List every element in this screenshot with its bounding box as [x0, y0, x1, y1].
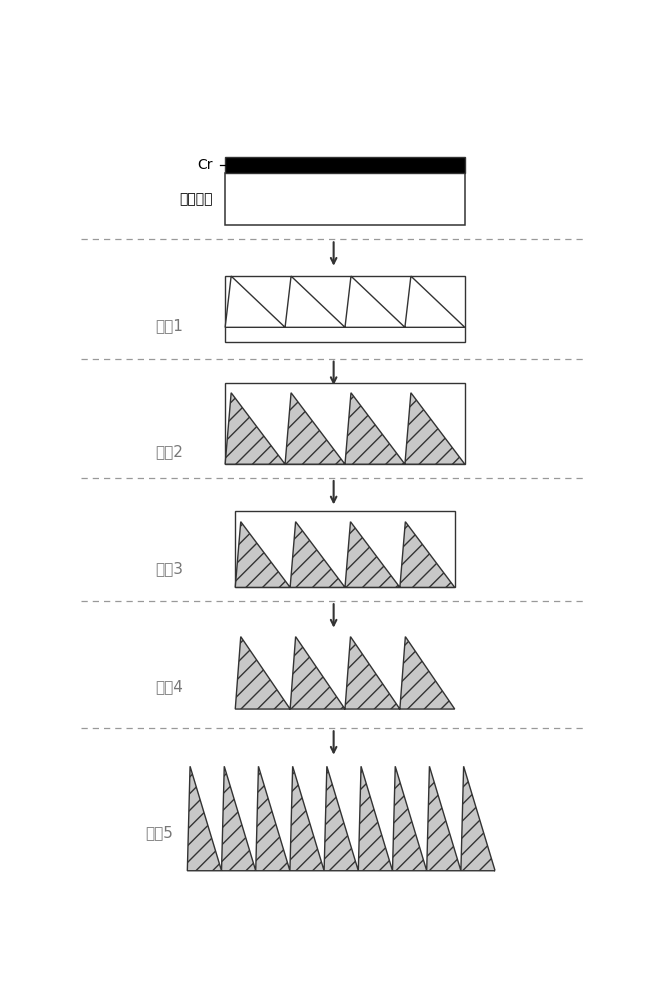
Bar: [225, 173, 465, 225]
Bar: [225, 276, 465, 342]
Bar: [235, 511, 454, 587]
Bar: [225, 383, 465, 464]
Text: 步骤4: 步骤4: [156, 679, 184, 694]
Polygon shape: [225, 276, 465, 327]
Text: 步骤3: 步骤3: [156, 561, 184, 576]
Polygon shape: [235, 522, 454, 587]
Text: 步骤1: 步骤1: [156, 318, 184, 333]
Text: 石英基底: 石英基底: [179, 192, 212, 206]
Polygon shape: [187, 766, 495, 871]
Bar: [225, 157, 465, 173]
Polygon shape: [235, 637, 454, 709]
Text: 步骤5: 步骤5: [146, 825, 174, 840]
Text: Cr: Cr: [197, 158, 212, 172]
Text: 步骤2: 步骤2: [156, 445, 184, 460]
Polygon shape: [225, 393, 465, 464]
